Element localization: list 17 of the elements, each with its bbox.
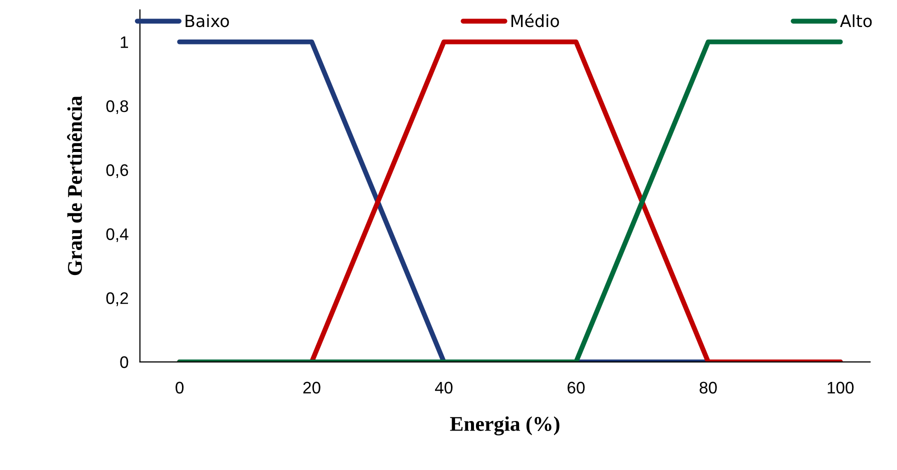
x-tick-label: 100 (828, 382, 854, 394)
x-tick-label: 40 (435, 382, 453, 394)
y-tick-label: 1 (120, 36, 128, 48)
x-tick-label: 0 (176, 382, 184, 394)
legend-label: Médio (511, 14, 559, 28)
y-tick-label: 0,2 (106, 292, 128, 306)
y-axis-title: Grau de Pertinência (67, 96, 82, 276)
legend-label: Alto (840, 14, 872, 28)
y-tick-label: 0,8 (106, 100, 128, 114)
y-tick-label: 0,4 (106, 228, 128, 242)
y-tick-label: 0 (120, 356, 128, 368)
y-tick-label: 0,6 (106, 164, 128, 178)
x-axis-title: Energia (%) (450, 416, 560, 436)
x-tick-label: 60 (568, 382, 585, 394)
x-tick-label: 80 (700, 382, 717, 394)
legend-label: Baixo (186, 14, 229, 28)
x-tick-label: 20 (303, 382, 320, 394)
